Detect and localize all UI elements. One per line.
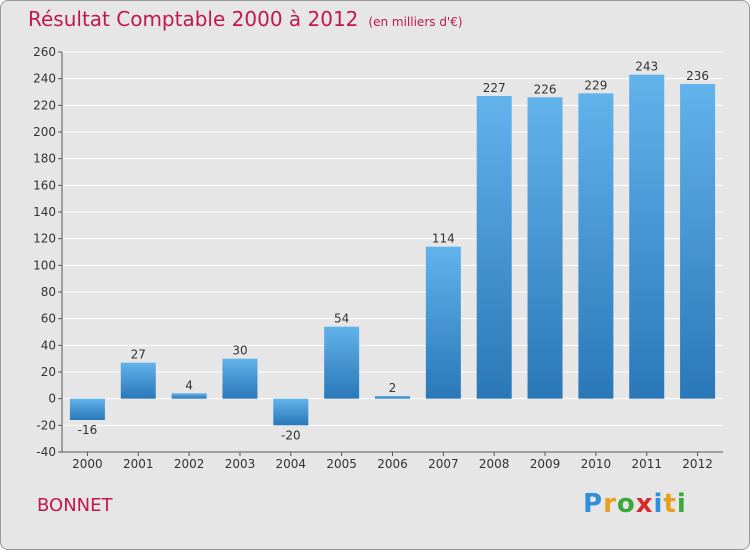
logo-letter: o <box>616 489 636 519</box>
data-label: 114 <box>432 232 455 246</box>
x-tick-label: 2008 <box>479 457 510 471</box>
bar <box>171 393 207 399</box>
y-tick-label: -40 <box>36 445 56 459</box>
x-tick-label: 2003 <box>225 457 256 471</box>
x-tick-label: 2006 <box>377 457 408 471</box>
data-label: 2 <box>389 381 397 395</box>
bar <box>578 93 614 399</box>
data-label: 243 <box>635 60 658 74</box>
x-tick-label: 2005 <box>326 457 357 471</box>
x-tick-label: 2007 <box>428 457 459 471</box>
bar <box>425 246 461 399</box>
x-tick-label: 2001 <box>123 457 154 471</box>
bar <box>324 326 360 399</box>
data-label: 226 <box>534 82 557 96</box>
x-tick-label: 2010 <box>581 457 612 471</box>
bar <box>629 74 665 399</box>
bar <box>527 97 563 399</box>
data-label: -20 <box>281 428 301 442</box>
bar <box>222 358 258 399</box>
y-tick-label: -20 <box>36 418 56 432</box>
y-tick-label: 120 <box>33 232 56 246</box>
y-tick-label: 100 <box>33 258 56 272</box>
y-tick-label: 60 <box>41 312 56 326</box>
logo-letter: i <box>653 489 664 519</box>
logo-letter: x <box>635 489 654 519</box>
data-label: 27 <box>131 348 146 362</box>
data-label: 229 <box>584 78 607 92</box>
data-label: 227 <box>483 81 506 95</box>
y-tick-label: 180 <box>33 152 56 166</box>
y-tick-label: 0 <box>48 392 56 406</box>
bar <box>69 398 105 420</box>
bar <box>680 84 716 399</box>
bar <box>375 396 410 399</box>
y-tick-label: 240 <box>33 72 56 86</box>
chart-title: Résultat Comptable 2000 à 2012 <box>28 7 359 31</box>
x-tick-label: 2012 <box>682 457 713 471</box>
data-label: -16 <box>78 423 98 437</box>
chart-subtitle: (en milliers d'€) <box>368 15 463 29</box>
x-tick-label: 2011 <box>631 457 662 471</box>
y-tick-label: 260 <box>33 45 56 59</box>
y-tick-label: 40 <box>41 338 56 352</box>
y-tick-label: 160 <box>33 178 56 192</box>
y-tick-label: 220 <box>33 98 56 112</box>
x-tick-label: 2004 <box>276 457 307 471</box>
bar <box>476 96 512 399</box>
x-tick-label: 2000 <box>72 457 103 471</box>
y-tick-label: 80 <box>41 285 56 299</box>
axes: -40 -20 0 20 40 60 80 100 120 140 160 180 200 220 240 2… <box>33 45 723 471</box>
bars <box>69 74 716 426</box>
data-label: 54 <box>334 312 349 326</box>
logo-letter: P <box>583 489 604 519</box>
y-tick-label: 200 <box>33 125 56 139</box>
bar <box>120 362 156 399</box>
logo-letter: t <box>663 489 677 519</box>
data-labels: -16 27 4 30 -20 54 2 114 227 226 229 243 236 <box>78 60 709 443</box>
data-label: 236 <box>686 69 709 83</box>
y-tick-label: 140 <box>33 205 56 219</box>
bar <box>273 398 309 426</box>
y-tick-label: 20 <box>41 365 56 379</box>
chart-title-line: Résultat Comptable 2000 à 2012 (en millie… <box>28 7 463 31</box>
proxiti-logo: Proxiti <box>583 489 687 519</box>
logo-letter: r <box>603 489 617 519</box>
data-label: 30 <box>232 344 247 358</box>
x-tick-label: 2009 <box>530 457 561 471</box>
logo-letter: i <box>676 489 687 519</box>
commune-name: BONNET <box>37 495 113 516</box>
x-tick-label: 2002 <box>174 457 205 471</box>
data-label: 4 <box>185 378 193 392</box>
